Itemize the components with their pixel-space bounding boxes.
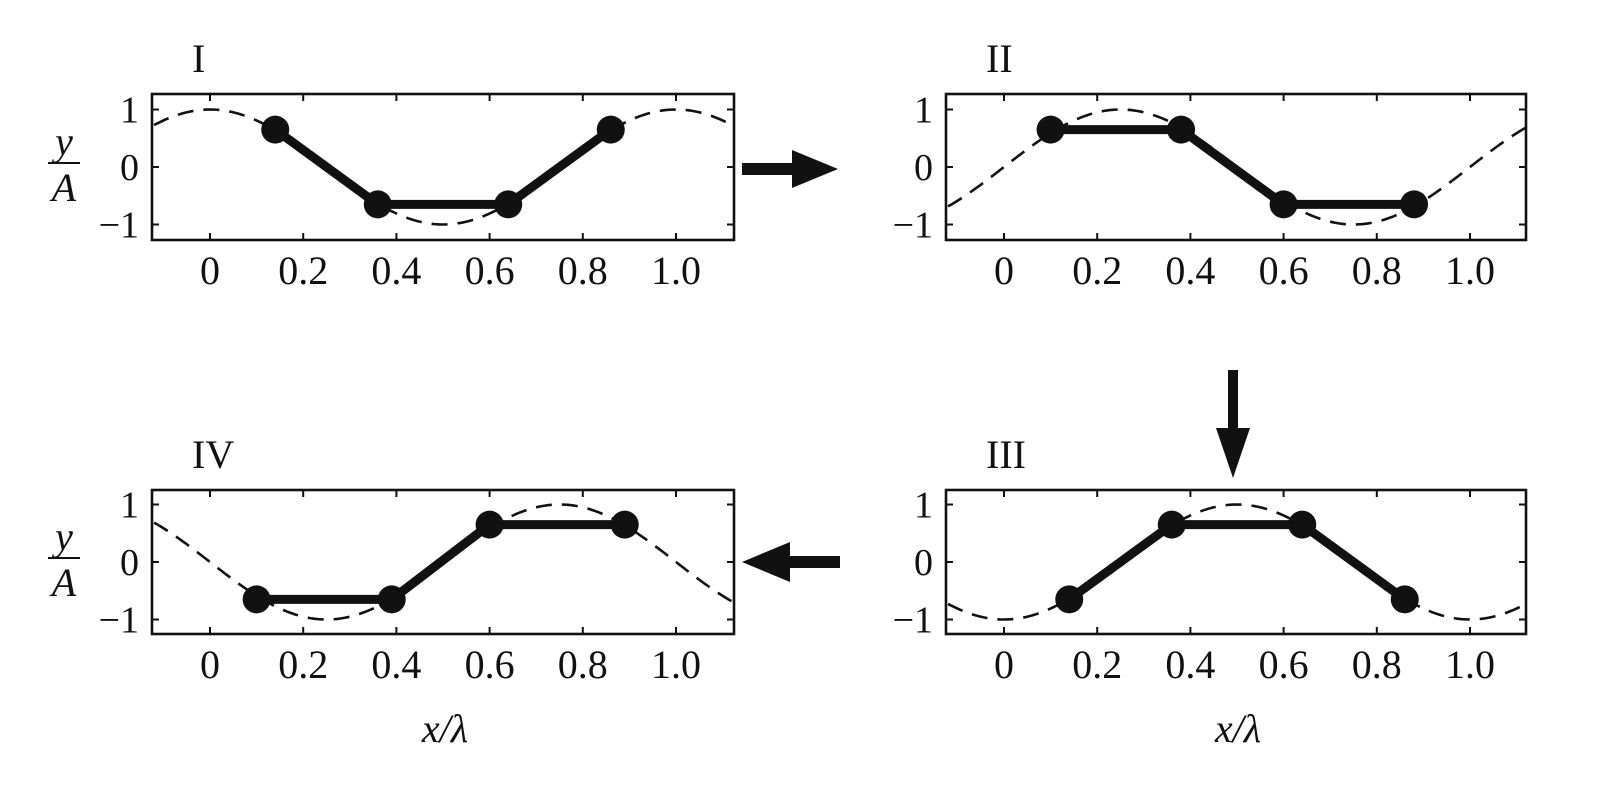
x-tick-label: 1.0 <box>651 642 701 687</box>
x-tick-label: 0.2 <box>1072 642 1122 687</box>
x-tick-label: 0 <box>994 642 1014 687</box>
y-tick-label: 0 <box>120 147 139 189</box>
chain-bead <box>1167 115 1196 144</box>
x-tick-label: 0.2 <box>278 642 328 687</box>
x-tick-label: 0.4 <box>371 642 421 687</box>
x-axis-label: x/λ <box>1214 706 1261 751</box>
y-tick-label: 0 <box>120 542 139 584</box>
x-axis-label: x/λ <box>421 706 468 751</box>
arrow-right-icon <box>742 150 838 188</box>
x-tick-label: 0 <box>200 642 220 687</box>
x-tick-label: 0.2 <box>1072 248 1122 293</box>
x-tick-label: 1.0 <box>1445 642 1495 687</box>
chain-bead <box>1055 585 1084 614</box>
x-tick-label: 0.4 <box>371 248 421 293</box>
chain-bead <box>261 115 290 144</box>
wave-curve <box>153 108 733 226</box>
chain-bead <box>475 510 504 539</box>
y-tick-label: 1 <box>120 90 139 132</box>
panel-title: II <box>986 36 1013 81</box>
x-tick-label: 0 <box>200 248 220 293</box>
x-tick-label: 1.0 <box>651 248 701 293</box>
y-tick-label: 0 <box>914 147 933 189</box>
y-tick-label: −1 <box>99 600 139 642</box>
y-axis-label-numerator: y <box>51 119 73 164</box>
x-tick-label: 0.4 <box>1165 248 1215 293</box>
chain-bead <box>242 585 271 614</box>
y-axis-label-denominator: A <box>49 165 77 210</box>
chain-bead <box>1157 510 1186 539</box>
y-tick-label: −1 <box>893 205 933 247</box>
chain-bead <box>1269 190 1298 219</box>
y-axis-label-denominator: A <box>49 560 77 605</box>
chain-line <box>1050 125 1415 209</box>
y-tick-label: 1 <box>914 485 933 527</box>
y-tick-label: −1 <box>99 205 139 247</box>
x-tick-label: 0.2 <box>278 248 328 293</box>
x-tick-label: 0.6 <box>1259 248 1309 293</box>
chain-bead <box>1390 585 1419 614</box>
chain-bead <box>377 585 406 614</box>
chain-bead <box>1288 510 1317 539</box>
x-tick-label: 0.8 <box>1352 248 1402 293</box>
y-tick-label: −1 <box>893 600 933 642</box>
x-tick-label: 0.8 <box>558 248 608 293</box>
plot-frame <box>944 488 1528 636</box>
panel-2: 0 0.2 0.4 0.6 0.8 1.0 1 0 −1 II <box>893 36 1528 293</box>
x-tick-label: 0.4 <box>1165 642 1215 687</box>
chain-line <box>1066 520 1408 604</box>
panel-title: III <box>986 432 1026 477</box>
x-tick-label: 0 <box>994 248 1014 293</box>
chain-line <box>272 125 614 209</box>
panel-title: I <box>192 36 205 81</box>
chain-bead <box>596 115 625 144</box>
chain-bead <box>494 190 523 219</box>
x-tick-label: 0.8 <box>1352 642 1402 687</box>
x-tick-label: 0.8 <box>558 642 608 687</box>
arrow-left-icon <box>742 542 840 582</box>
y-tick-label: 0 <box>914 542 933 584</box>
plot-frame <box>150 92 736 242</box>
x-tick-label: 0.6 <box>465 642 515 687</box>
chain-bead <box>610 510 639 539</box>
transition-arrows <box>742 150 1250 582</box>
panel-3: 0 0.2 0.4 0.6 0.8 1.0 1 0 −1 IV yAx/λ <box>48 432 736 751</box>
panel-4: 0 0.2 0.4 0.6 0.8 1.0 1 0 −1 III x/λ <box>893 432 1528 751</box>
y-axis-label-numerator: y <box>51 514 73 559</box>
x-tick-label: 0.6 <box>465 248 515 293</box>
arrow-down-icon <box>1216 370 1250 478</box>
wave-curve <box>947 503 1526 621</box>
chain-bead <box>1400 190 1429 219</box>
chain-line <box>256 520 625 604</box>
x-tick-label: 1.0 <box>1445 248 1495 293</box>
y-tick-label: 1 <box>914 90 933 132</box>
panel-title: IV <box>192 432 234 477</box>
chain-bead <box>1036 115 1065 144</box>
panel-1: 0 0.2 0.4 0.6 0.8 1.0 1 0 −1 IyA <box>48 36 736 293</box>
x-tick-label: 0.6 <box>1259 642 1309 687</box>
y-tick-label: 1 <box>120 485 139 527</box>
chain-bead <box>363 190 392 219</box>
